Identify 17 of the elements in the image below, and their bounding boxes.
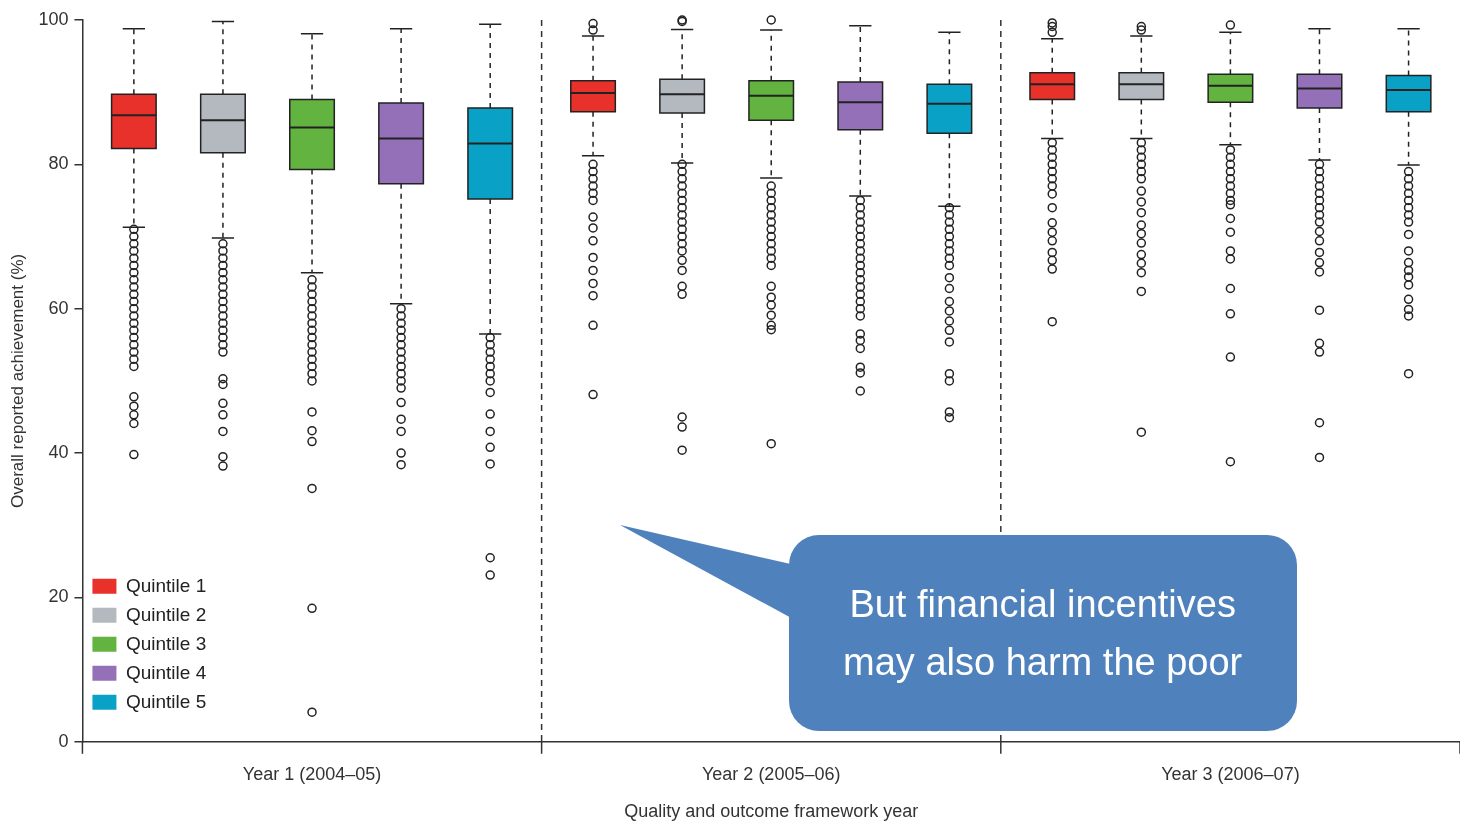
y-tick-label: 40	[48, 442, 69, 463]
y-tick-label: 60	[48, 297, 69, 318]
x-axis-title: Quality and outcome framework year	[624, 801, 919, 822]
y-tick-label: 80	[48, 153, 69, 174]
legend-label: Quintile 3	[125, 632, 207, 654]
x-tick-label: Year 1 (2004–05)	[242, 763, 382, 784]
legend-label: Quintile 4	[125, 661, 207, 683]
x-tick-label: Year 2 (2005–06)	[701, 763, 841, 784]
legend-label: Quintile 5	[125, 690, 207, 712]
y-tick-label: 0	[58, 730, 69, 751]
y-tick-label: 20	[48, 586, 69, 607]
legend-label: Quintile 2	[125, 603, 207, 625]
legend-label: Quintile 1	[125, 574, 207, 596]
y-axis-title: Overall reported achievement (%)	[7, 253, 27, 508]
y-tick-label: 100	[38, 8, 69, 29]
speech-bubble: But financial incentives may also harm the poor	[788, 535, 1297, 732]
x-tick-label: Year 3 (2006–07)	[1161, 763, 1300, 784]
